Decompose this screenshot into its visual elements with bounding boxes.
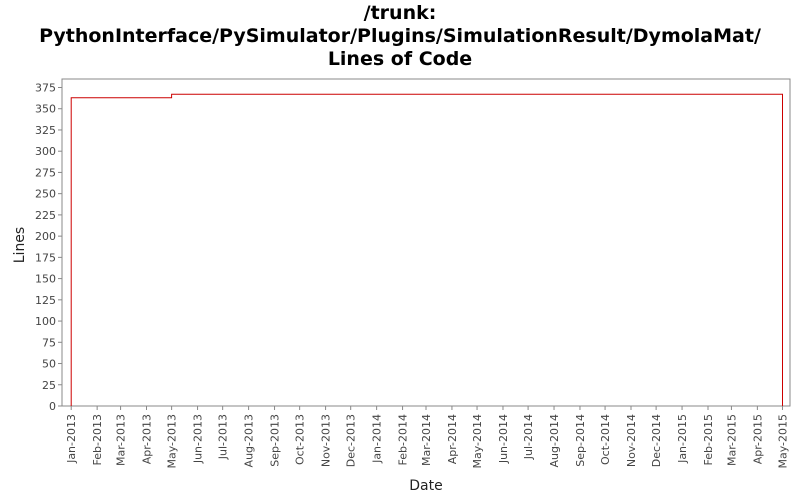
x-tick-label: Apr-2015 bbox=[751, 414, 764, 464]
chart-title: /trunk: PythonInterface/PySimulator/Plug… bbox=[0, 2, 800, 71]
x-tick-label: Jan-2013 bbox=[65, 414, 78, 464]
y-tick-label: 200 bbox=[35, 230, 56, 243]
y-tick-label: 125 bbox=[35, 294, 56, 307]
y-tick-label: 50 bbox=[42, 358, 56, 371]
x-tick-label: Jul-2013 bbox=[217, 414, 230, 460]
y-tick-label: 325 bbox=[35, 124, 56, 137]
y-tick-label: 175 bbox=[35, 251, 56, 264]
x-tick-label: May-2015 bbox=[776, 414, 789, 469]
y-tick-label: 375 bbox=[35, 81, 56, 94]
x-tick-label: Jan-2014 bbox=[371, 414, 384, 464]
y-tick-label: 100 bbox=[35, 315, 56, 328]
x-tick-label: May-2013 bbox=[166, 414, 179, 469]
y-axis-label: Lines bbox=[12, 227, 28, 263]
series-layer bbox=[70, 93, 783, 406]
y-tick-label: 75 bbox=[42, 336, 56, 349]
y-tick-label: 225 bbox=[35, 209, 56, 222]
lines-series-line bbox=[70, 93, 783, 406]
x-tick-label: Nov-2014 bbox=[625, 414, 638, 467]
x-tick-label: Dec-2014 bbox=[650, 414, 663, 467]
y-tick-label: 150 bbox=[35, 273, 56, 286]
x-tick-label: Sep-2014 bbox=[574, 414, 587, 467]
x-tick-label: Sep-2013 bbox=[269, 414, 282, 467]
x-tick-label: Aug-2014 bbox=[548, 414, 561, 467]
y-tick-label: 25 bbox=[42, 379, 56, 392]
chart-title-line-3: Lines of Code bbox=[327, 48, 473, 70]
x-tick-label: Jan-2015 bbox=[676, 414, 689, 464]
x-axis: Jan-2013 Feb-2013 Mar-2013 Apr-2013 May-2013… bbox=[65, 406, 789, 469]
x-tick-label: May-2014 bbox=[471, 414, 484, 469]
x-tick-label: Apr-2013 bbox=[141, 414, 154, 464]
y-tick-label: 250 bbox=[35, 188, 56, 201]
x-tick-label: Jul-2014 bbox=[522, 414, 535, 460]
x-tick-label: Oct-2014 bbox=[599, 414, 612, 465]
y-tick-label: 0 bbox=[49, 400, 56, 413]
x-tick-label: Apr-2014 bbox=[446, 414, 459, 464]
x-tick-label: Jun-2014 bbox=[497, 414, 510, 464]
y-tick-label: 350 bbox=[35, 103, 56, 116]
chart-title-line-2: PythonInterface/PySimulator/Plugins/Simu… bbox=[39, 25, 761, 47]
y-tick-label: 275 bbox=[35, 166, 56, 179]
chart-title-line-1: /trunk: bbox=[363, 2, 437, 24]
x-tick-label: Feb-2015 bbox=[702, 414, 715, 465]
x-axis-label: Date bbox=[409, 478, 442, 494]
x-tick-label: Aug-2013 bbox=[243, 414, 256, 467]
x-tick-label: Nov-2013 bbox=[320, 414, 333, 467]
x-tick-label: Mar-2013 bbox=[115, 414, 128, 466]
x-tick-label: Jun-2013 bbox=[192, 414, 205, 464]
y-axis: 0 25 50 75 100 125 150 175 200 225 250 275 300 325 350… bbox=[35, 81, 62, 413]
x-tick-label: Feb-2014 bbox=[397, 414, 410, 465]
x-tick-label: Oct-2013 bbox=[294, 414, 307, 465]
x-tick-label: Feb-2013 bbox=[91, 414, 104, 465]
y-tick-label: 300 bbox=[35, 145, 56, 158]
x-tick-label: Dec-2013 bbox=[345, 414, 358, 467]
x-tick-label: Mar-2014 bbox=[420, 414, 433, 466]
plot-area bbox=[61, 78, 791, 407]
x-tick-label: Mar-2015 bbox=[725, 414, 738, 466]
